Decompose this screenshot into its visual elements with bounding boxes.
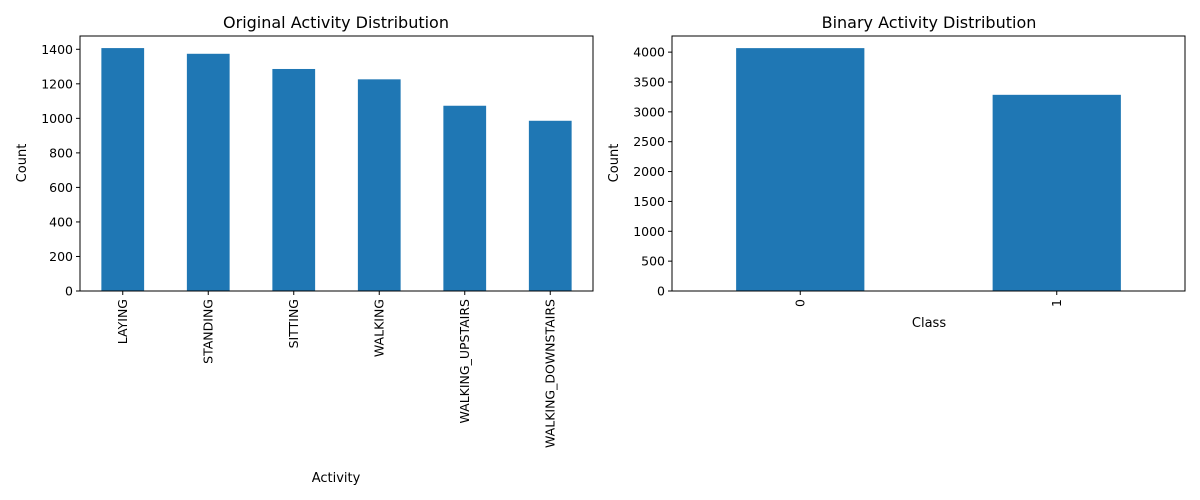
y-tick-label: 200 (49, 249, 73, 264)
x-tick-label: SITTING (286, 299, 301, 348)
bar-sitting (272, 68, 316, 292)
y-tick-label: 1500 (633, 194, 665, 209)
bar-0 (736, 48, 865, 291)
y-tick-label: 1400 (41, 42, 73, 57)
y-tick-label: 800 (49, 145, 73, 160)
x-tick-label: 0 (792, 299, 807, 307)
y-tick-label: 2000 (633, 164, 665, 179)
y-tick-label: 400 (49, 214, 73, 229)
x-ticks-group: LAYING STANDING SITTING WALKING WALKING_UPST… (115, 291, 557, 448)
y-axis-label: Count (607, 144, 622, 183)
x-tick-label: STANDING (200, 299, 215, 364)
plot-frame (79, 35, 594, 292)
y-tick-label: 1200 (41, 76, 73, 91)
chart-title: Binary Activity Distribution (822, 13, 1037, 32)
x-tick-label: WALKING_UPSTAIRS (457, 299, 472, 424)
binary-distribution-chart: Binary Activity Distribution Class Count… (607, 13, 1186, 331)
bar-standing (186, 53, 230, 291)
activity-distribution-chart: Original Activity Distribution Activity … (15, 13, 594, 486)
bars-group (736, 48, 1121, 292)
y-tick-label: 1000 (633, 224, 665, 239)
bar-walking_downstairs (528, 120, 572, 291)
x-axis-label: Class (912, 316, 946, 331)
y-tick-label: 500 (641, 254, 665, 269)
bars-group (101, 48, 572, 292)
y-ticks-group: 0 200 400 600 800 1000 1200 1400 (41, 42, 80, 299)
y-tick-label: 3500 (633, 74, 665, 89)
y-tick-label: 3000 (633, 104, 665, 119)
x-tick-label: LAYING (115, 299, 130, 344)
plot-frame (671, 35, 1186, 292)
bar-walking (357, 79, 401, 291)
y-tick-label: 4000 (633, 45, 665, 60)
x-axis-label: Activity (312, 471, 361, 486)
y-ticks-group: 0 500 1000 1500 2000 2500 3000 3500 4000 (633, 45, 672, 299)
bar-laying (101, 48, 145, 291)
y-tick-label: 0 (65, 284, 73, 299)
y-tick-label: 600 (49, 180, 73, 195)
chart-title: Original Activity Distribution (223, 13, 449, 32)
x-tick-label: WALKING (371, 299, 386, 357)
y-axis-label: Count (15, 144, 30, 183)
y-tick-label: 1000 (41, 111, 73, 126)
x-tick-label: 1 (1049, 299, 1064, 307)
y-tick-label: 0 (657, 284, 665, 299)
bar-walking_upstairs (443, 105, 487, 292)
y-tick-label: 2500 (633, 134, 665, 149)
bar-1 (992, 94, 1121, 292)
x-tick-label: WALKING_DOWNSTAIRS (542, 299, 557, 448)
